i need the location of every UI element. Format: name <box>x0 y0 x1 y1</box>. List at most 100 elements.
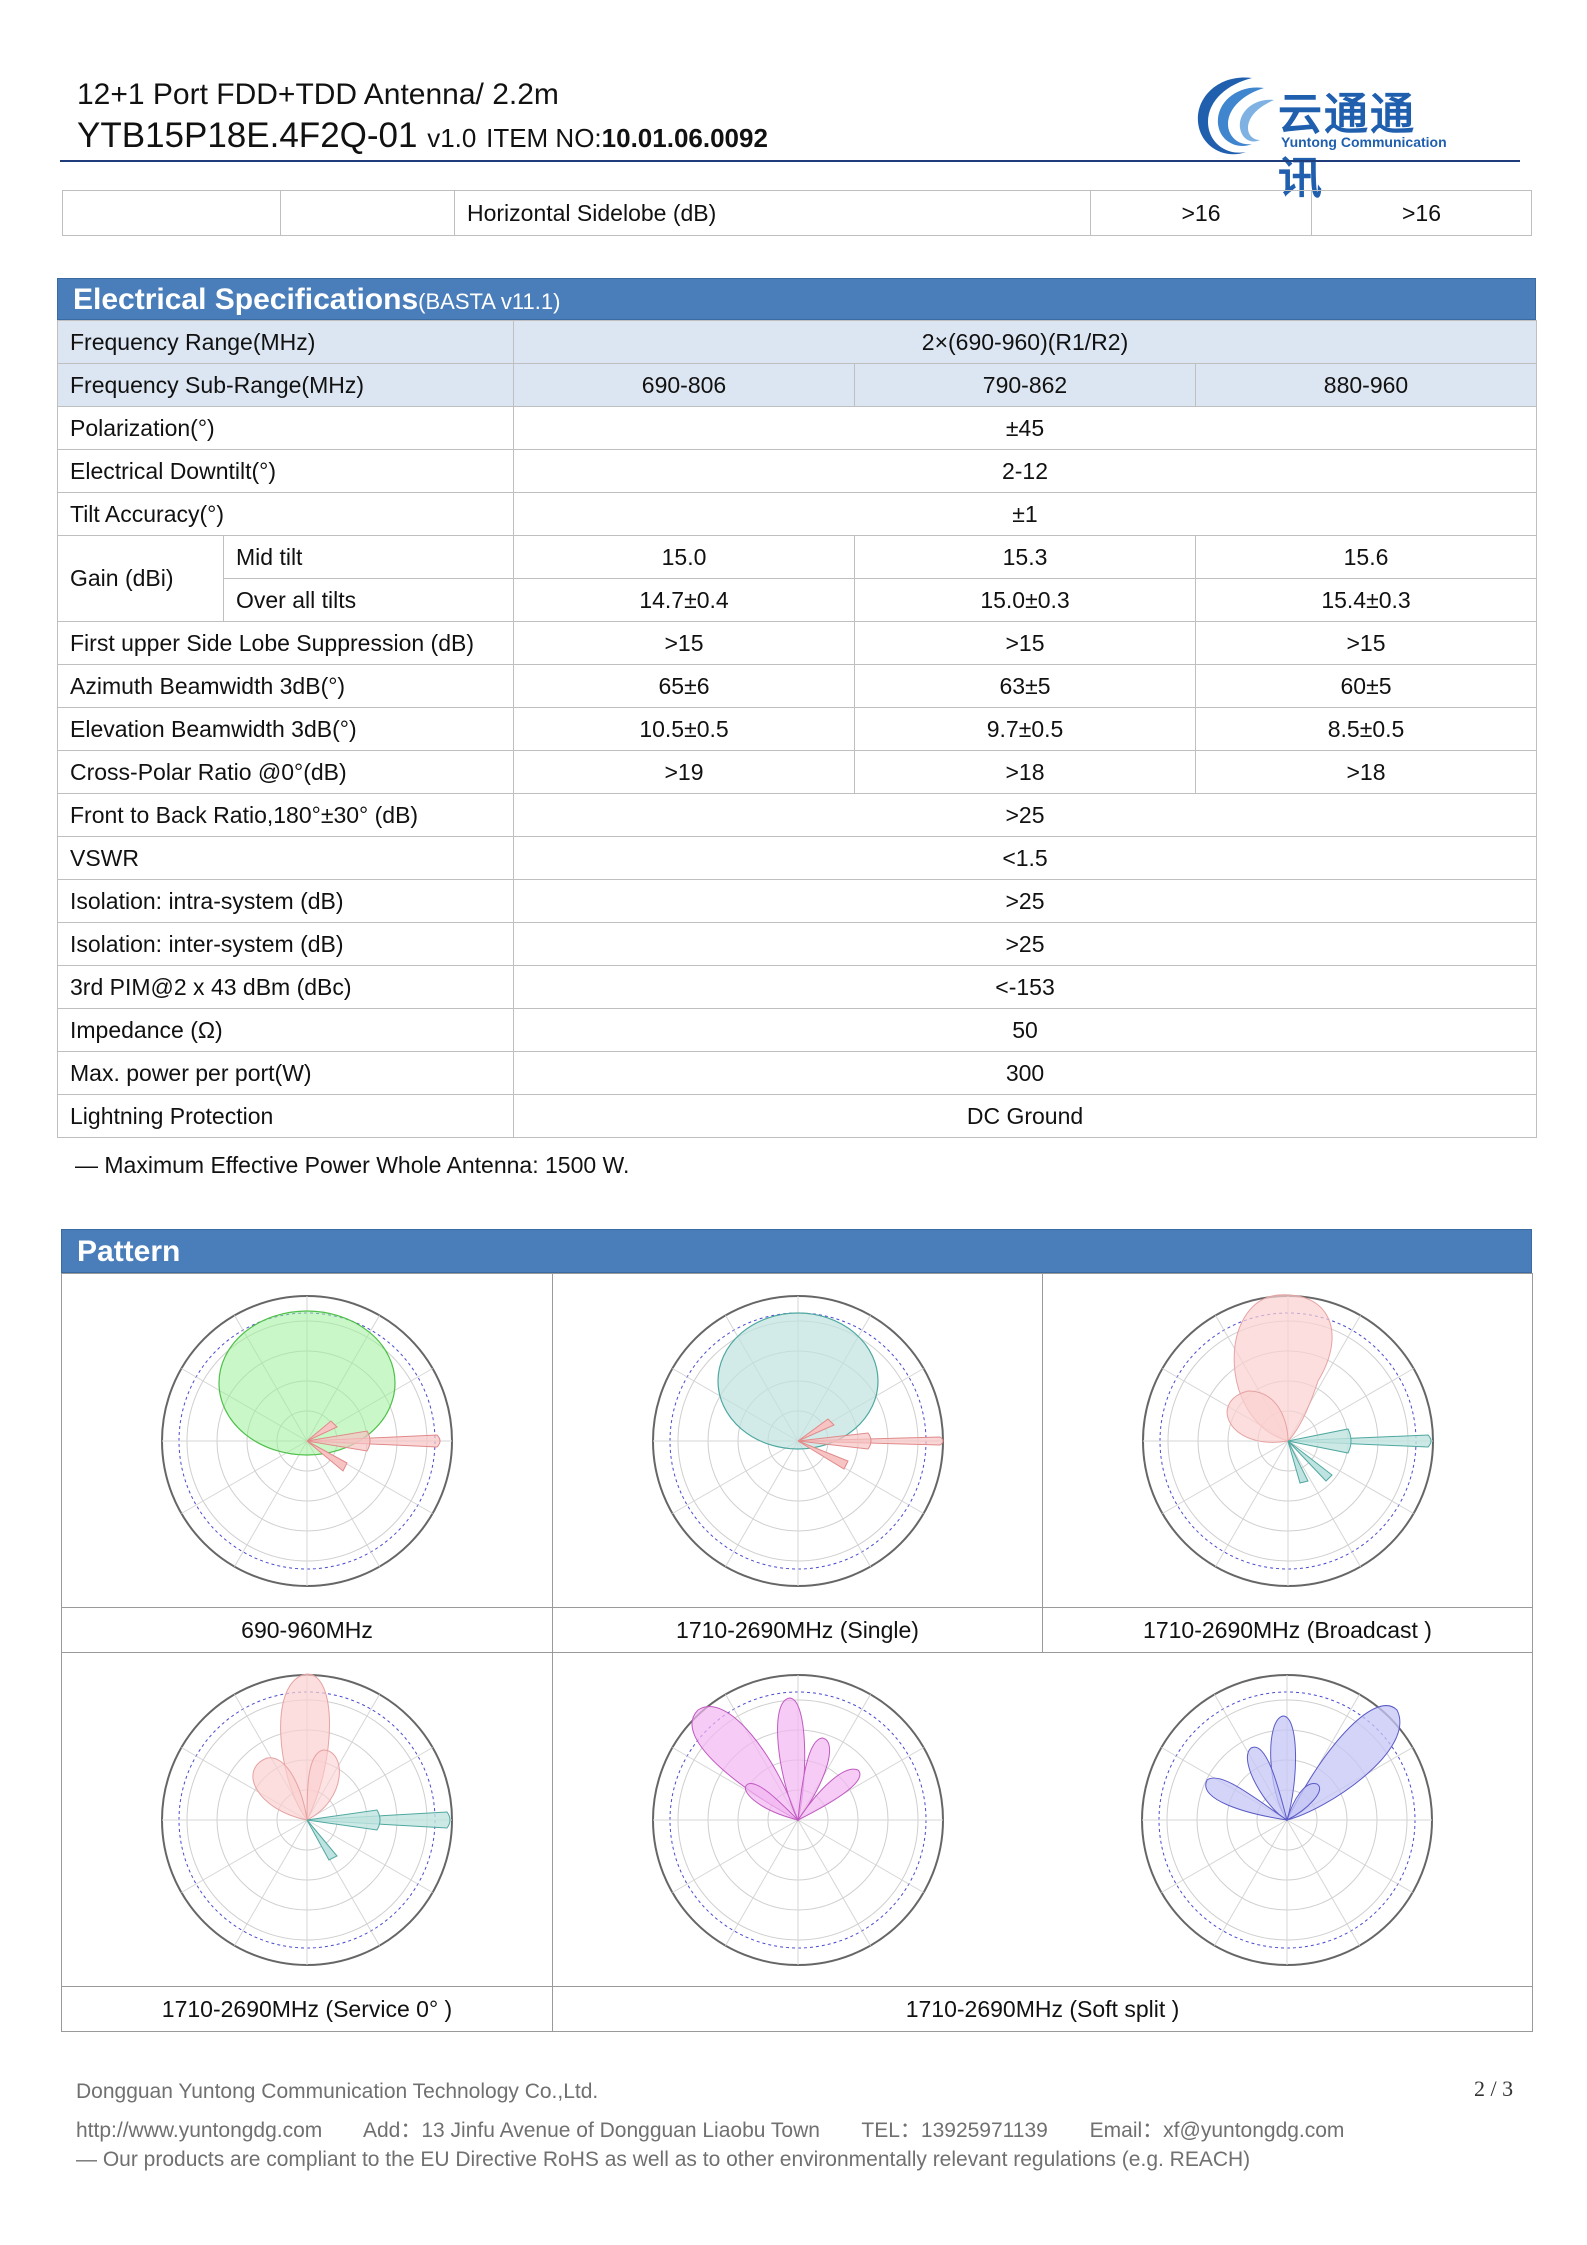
table-row: Azimuth Beamwidth 3dB(°) 65±6 63±5 60±5 <box>56 664 1538 708</box>
page-number: 2 / 3 <box>1474 2076 1514 2101</box>
table-row: Impedance (Ω) 50 <box>56 1008 1538 1052</box>
row-label: Impedance (Ω) <box>56 1008 515 1052</box>
value-cell: >18 <box>1195 750 1538 794</box>
section-title: Electrical Specifications <box>73 283 419 316</box>
value-cell: <1.5 <box>513 836 1538 880</box>
value-cell: 9.7±0.5 <box>854 707 1197 751</box>
value-cell: 2-12 <box>513 449 1538 493</box>
polar-pattern-soft-split-b <box>1141 1673 1434 1966</box>
pattern-cell <box>552 1652 1533 1987</box>
value-cell: >25 <box>513 922 1538 966</box>
table-row: Isolation: intra-system (dB) >25 <box>56 879 1538 923</box>
pattern-section-header: Pattern <box>61 1229 1532 1273</box>
section-subtitle: (BASTA v11.1) <box>418 289 561 314</box>
footer-tel: TEL：13925971139 <box>861 2119 1048 2142</box>
max-power-note: — Maximum Effective Power Whole Antenna:… <box>75 1152 630 1178</box>
pattern-image-row <box>61 1273 1533 1608</box>
sub-label: Over all tilts <box>222 578 515 622</box>
pattern-caption-row: 1710-2690MHz (Service 0° ) 1710-2690MHz … <box>61 1986 1533 2032</box>
model-number: YTB15P18E.4F2Q-01 <box>77 116 418 155</box>
value-cell: 14.7±0.4 <box>513 578 856 622</box>
footer-company: Dongguan Yuntong Communication Technolog… <box>76 2080 599 2103</box>
row-label: Frequency Range(MHz) <box>56 320 515 364</box>
polar-pattern-service <box>161 1672 453 1966</box>
table-row: Polarization(°) ±45 <box>56 406 1538 450</box>
pattern-image-row <box>61 1652 1533 1987</box>
footer-email[interactable]: Email：xf@yuntongdg.com <box>1089 2119 1345 2142</box>
row-label: Polarization(°) <box>56 406 515 450</box>
item-number: 10.01.06.0092 <box>601 123 768 153</box>
value-cell: 60±5 <box>1195 664 1538 708</box>
table-row: Lightning Protection DC Ground <box>56 1094 1538 1138</box>
polar-pattern-soft-split-a <box>651 1673 944 1966</box>
pattern-cell <box>61 1273 553 1608</box>
row-label: Cross-Polar Ratio @0°(dB) <box>56 750 515 794</box>
polar-pattern-690-960 <box>161 1294 453 1587</box>
table-row: Over all tilts 14.7±0.4 15.0±0.3 15.4±0.… <box>58 578 1538 622</box>
value-cell: >25 <box>513 879 1538 923</box>
item-label: ITEM NO: <box>486 123 602 153</box>
logo-english-text: Yuntong Communication <box>1281 134 1447 150</box>
footer-contact: http://www.yuntongdg.com Add：13 Jinfu Av… <box>76 2114 1380 2144</box>
empty-cell <box>62 190 281 236</box>
row-label: Lightning Protection <box>56 1094 515 1138</box>
row-label: Front to Back Ratio,180°±30° (dB) <box>56 793 515 837</box>
value-cell: 15.0 <box>513 535 856 579</box>
value-cell: 880-960 <box>1195 363 1538 407</box>
row-label: Frequency Sub-Range(MHz) <box>56 363 515 407</box>
logo-swirl-icon <box>1197 77 1274 155</box>
table-row: Isolation: inter-system (dB) >25 <box>56 922 1538 966</box>
value-cell: 690-806 <box>513 363 856 407</box>
company-logo: 云通通讯 Yuntong Communication <box>1190 70 1450 204</box>
footer-website[interactable]: http://www.yuntongdg.com <box>76 2119 323 2142</box>
row-label: VSWR <box>56 836 515 880</box>
table-row: Gain (dBi) Mid tilt 15.0 15.3 15.6 <box>57 535 1538 622</box>
table-row: VSWR <1.5 <box>56 836 1538 880</box>
value-cell: 790-862 <box>854 363 1197 407</box>
value-cell: 10.5±0.5 <box>513 707 856 751</box>
pattern-cell <box>1042 1273 1533 1608</box>
table-row: Elevation Beamwidth 3dB(°) 10.5±0.5 9.7±… <box>56 707 1538 751</box>
value-cell: ±45 <box>513 406 1538 450</box>
table-row: Frequency Sub-Range(MHz) 690-806 790-862… <box>56 363 1538 407</box>
sub-label: Mid tilt <box>222 535 515 579</box>
table-row: First upper Side Lobe Suppression (dB) >… <box>56 621 1538 665</box>
value-cell: >15 <box>1195 621 1538 665</box>
value-cell: 15.4±0.3 <box>1195 578 1538 622</box>
row-label: Tilt Accuracy(°) <box>56 492 515 536</box>
polar-pattern-single <box>651 1294 944 1587</box>
value-cell: >16 <box>1090 190 1312 236</box>
table-row: Max. power per port(W) 300 <box>56 1051 1538 1095</box>
value-cell: >15 <box>854 621 1197 665</box>
value-cell: >16 <box>1311 190 1532 236</box>
table-row: Frequency Range(MHz) 2×(690-960)(R1/R2) <box>56 320 1538 364</box>
electrical-specs-table: Frequency Range(MHz) 2×(690-960)(R1/R2) … <box>56 320 1538 1138</box>
value-cell: 63±5 <box>854 664 1197 708</box>
value-cell: >15 <box>513 621 856 665</box>
pattern-cell <box>552 1273 1043 1608</box>
row-label: Max. power per port(W) <box>56 1051 515 1095</box>
value-cell: DC Ground <box>513 1094 1538 1138</box>
row-label: 3rd PIM@2 x 43 dBm (dBc) <box>56 965 515 1009</box>
value-cell: 300 <box>513 1051 1538 1095</box>
section-title: Pattern <box>77 1235 181 1268</box>
pattern-caption: 690-960MHz <box>61 1607 553 1653</box>
version: v1.0 <box>427 123 477 153</box>
polar-pattern-broadcast <box>1141 1293 1434 1587</box>
header-divider <box>60 160 1520 162</box>
table-row: Electrical Downtilt(°) 2-12 <box>56 449 1538 493</box>
pattern-caption: 1710-2690MHz (Soft split ) <box>552 1986 1533 2032</box>
empty-cell <box>280 190 455 236</box>
value-cell: ±1 <box>513 492 1538 536</box>
row-label: Electrical Downtilt(°) <box>56 449 515 493</box>
value-cell: 8.5±0.5 <box>1195 707 1538 751</box>
value-cell: >25 <box>513 793 1538 837</box>
table-row: Tilt Accuracy(°) ±1 <box>56 492 1538 536</box>
electrical-section-header: Electrical Specifications(BASTA v11.1) <box>57 278 1536 320</box>
table-row: Front to Back Ratio,180°±30° (dB) >25 <box>56 793 1538 837</box>
value-cell: 15.0±0.3 <box>854 578 1197 622</box>
value-cell: 2×(690-960)(R1/R2) <box>513 320 1538 364</box>
pattern-grid: 690-960MHz 1710-2690MHz (Single) 1710-26… <box>61 1273 1533 2032</box>
row-label: Azimuth Beamwidth 3dB(°) <box>56 664 515 708</box>
continuation-table: Horizontal Sidelobe (dB) >16 >16 <box>62 190 1532 236</box>
